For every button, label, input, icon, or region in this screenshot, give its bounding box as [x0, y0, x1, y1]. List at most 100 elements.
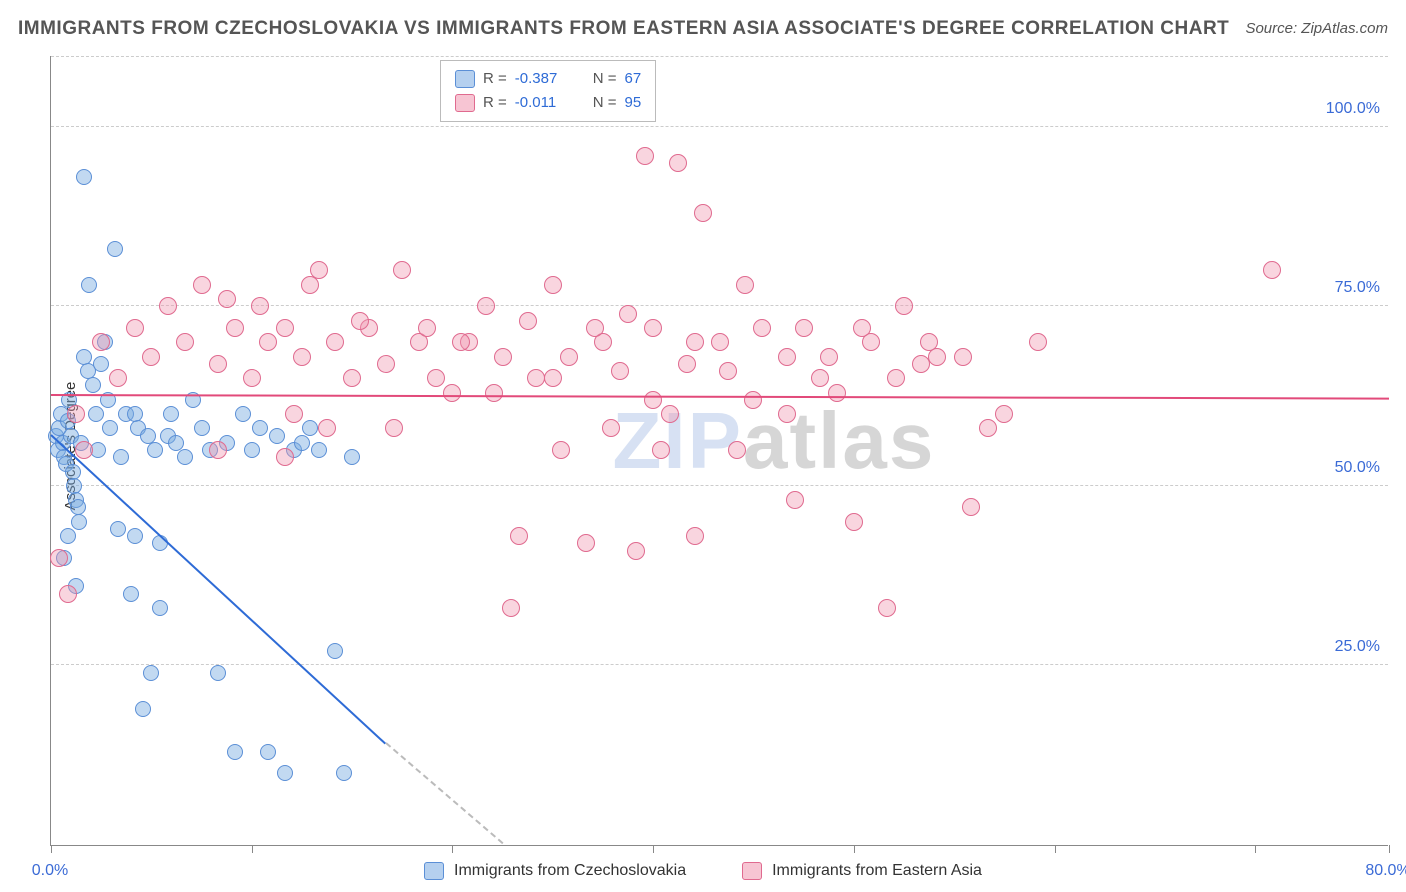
scatter-point	[795, 319, 813, 337]
scatter-point	[853, 319, 871, 337]
scatter-point	[694, 204, 712, 222]
scatter-point	[669, 154, 687, 172]
scatter-point	[786, 491, 804, 509]
gridline	[51, 485, 1388, 486]
scatter-point	[276, 319, 294, 337]
legend-swatch	[742, 862, 762, 880]
scatter-point	[1029, 333, 1047, 351]
scatter-point	[878, 599, 896, 617]
scatter-point	[652, 441, 670, 459]
n-value: 67	[625, 67, 642, 91]
scatter-point	[276, 448, 294, 466]
scatter-point	[326, 333, 344, 351]
scatter-point	[393, 261, 411, 279]
scatter-point	[293, 348, 311, 366]
scatter-point	[110, 521, 126, 537]
scatter-point	[686, 527, 704, 545]
scatter-point	[152, 600, 168, 616]
scatter-point	[560, 348, 578, 366]
scatter-point	[611, 362, 629, 380]
watermark-part2: atlas	[743, 396, 935, 485]
scatter-point	[59, 585, 77, 603]
scatter-point	[194, 420, 210, 436]
scatter-point	[887, 369, 905, 387]
scatter-point	[510, 527, 528, 545]
legend-label: Immigrants from Czechoslovakia	[454, 862, 686, 880]
scatter-point	[552, 441, 570, 459]
y-tick-label: 100.0%	[1326, 100, 1380, 118]
scatter-point	[113, 449, 129, 465]
scatter-point	[995, 405, 1013, 423]
x-tick-mark	[51, 845, 52, 853]
scatter-point	[259, 333, 277, 351]
scatter-point	[343, 369, 361, 387]
x-tick-mark	[452, 845, 453, 853]
scatter-point	[50, 549, 68, 567]
scatter-point	[135, 701, 151, 717]
n-label: N =	[593, 91, 617, 115]
source-label: Source: ZipAtlas.com	[1245, 20, 1388, 37]
legend-label: Immigrants from Eastern Asia	[772, 862, 982, 880]
scatter-point	[427, 369, 445, 387]
scatter-point	[127, 406, 143, 422]
scatter-point	[142, 348, 160, 366]
scatter-point	[81, 277, 97, 293]
scatter-point	[736, 276, 754, 294]
chart-title: IMMIGRANTS FROM CZECHOSLOVAKIA VS IMMIGR…	[18, 18, 1229, 40]
scatter-point	[418, 319, 436, 337]
scatter-point	[1263, 261, 1281, 279]
r-value: -0.011	[515, 91, 575, 115]
scatter-point	[719, 362, 737, 380]
legend-swatch	[455, 94, 475, 112]
scatter-point	[627, 542, 645, 560]
bottom-legend-item: Immigrants from Eastern Asia	[742, 862, 982, 880]
scatter-point	[661, 405, 679, 423]
scatter-point	[76, 169, 92, 185]
legend-swatch	[455, 70, 475, 88]
scatter-point	[527, 369, 545, 387]
n-value: 95	[625, 91, 642, 115]
scatter-point	[67, 405, 85, 423]
scatter-point	[820, 348, 838, 366]
scatter-point	[218, 290, 236, 308]
gridline	[51, 126, 1388, 127]
scatter-point	[385, 419, 403, 437]
scatter-point	[895, 297, 913, 315]
scatter-point	[327, 643, 343, 659]
scatter-point	[344, 449, 360, 465]
scatter-point	[226, 319, 244, 337]
stats-legend-row: R =-0.011N =95	[455, 91, 641, 115]
scatter-point	[210, 665, 226, 681]
scatter-point	[123, 586, 139, 602]
y-tick-label: 50.0%	[1335, 459, 1380, 477]
x-tick-mark	[854, 845, 855, 853]
scatter-point	[159, 297, 177, 315]
scatter-point	[544, 276, 562, 294]
scatter-point	[209, 441, 227, 459]
scatter-point	[811, 369, 829, 387]
scatter-point	[243, 369, 261, 387]
scatter-point	[485, 384, 503, 402]
scatter-point	[644, 391, 662, 409]
scatter-point	[644, 319, 662, 337]
scatter-point	[602, 419, 620, 437]
scatter-point	[318, 419, 336, 437]
scatter-point	[619, 305, 637, 323]
scatter-point	[502, 599, 520, 617]
legend-swatch	[424, 862, 444, 880]
scatter-point	[577, 534, 595, 552]
n-label: N =	[593, 67, 617, 91]
x-tick-label: 0.0%	[32, 862, 68, 880]
plot-area: ZIPatlas 25.0%50.0%75.0%100.0%	[50, 56, 1388, 846]
gridline	[51, 664, 1388, 665]
scatter-point	[920, 333, 938, 351]
scatter-point	[277, 765, 293, 781]
scatter-point	[60, 528, 76, 544]
scatter-point	[126, 319, 144, 337]
scatter-point	[744, 391, 762, 409]
scatter-point	[477, 297, 495, 315]
scatter-point	[177, 449, 193, 465]
scatter-point	[301, 276, 319, 294]
scatter-point	[912, 355, 930, 373]
bottom-legend: Immigrants from Czechoslovakia Immigrants…	[0, 862, 1406, 880]
